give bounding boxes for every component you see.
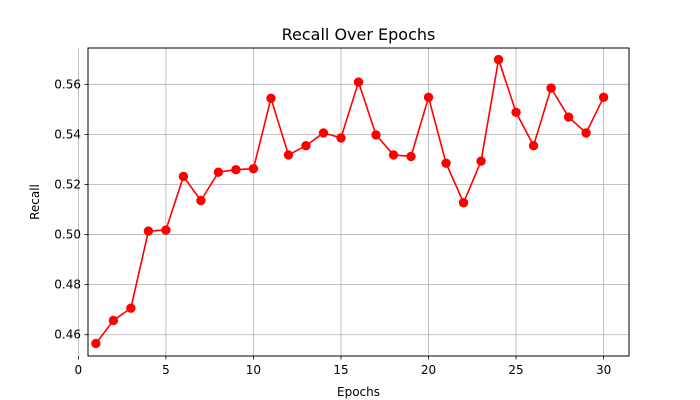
x-tick-label: 25 bbox=[508, 363, 523, 377]
recall-data-point bbox=[511, 107, 521, 118]
recall-data-point bbox=[371, 130, 381, 140]
grid-lines bbox=[77, 48, 629, 356]
y-tick-label: 0.56 bbox=[54, 77, 81, 91]
recall-data-point bbox=[213, 167, 224, 177]
recall-data-point bbox=[196, 195, 206, 206]
recall-data-point bbox=[423, 92, 434, 103]
x-tick-label: 20 bbox=[421, 363, 436, 377]
recall-data-point bbox=[563, 112, 574, 122]
recall-data-point bbox=[318, 128, 329, 138]
recall-data-point bbox=[266, 93, 276, 104]
y-tick-label: 0.46 bbox=[54, 328, 81, 342]
recall-data-point bbox=[231, 164, 241, 175]
y-tick-label: 0.52 bbox=[54, 177, 81, 191]
recall-data-point bbox=[528, 140, 539, 151]
recall-data-point bbox=[143, 226, 154, 236]
x-tick-label: 30 bbox=[596, 363, 611, 377]
recall-data-point bbox=[283, 150, 294, 160]
recall-data-point bbox=[406, 151, 416, 162]
recall-data-point bbox=[91, 338, 101, 349]
recall-data-point bbox=[336, 133, 346, 143]
x-tick-label: 10 bbox=[246, 363, 261, 377]
data-series bbox=[91, 54, 609, 349]
recall-data-point bbox=[178, 171, 189, 182]
x-tick-label: 0 bbox=[75, 363, 83, 377]
recall-data-point bbox=[476, 156, 486, 166]
recall-data-point bbox=[353, 77, 364, 87]
recall-data-point bbox=[441, 158, 451, 168]
recall-data-point bbox=[108, 315, 119, 326]
recall-data-point bbox=[161, 225, 171, 235]
recall-data-point bbox=[248, 163, 259, 174]
recall-data-point bbox=[388, 150, 399, 160]
y-tick-label: 0.54 bbox=[54, 127, 81, 141]
y-axis-label: Recall bbox=[28, 184, 42, 220]
y-tick-label: 0.50 bbox=[54, 228, 81, 242]
recall-data-point bbox=[546, 83, 556, 93]
recall-series-line bbox=[95, 58, 605, 344]
x-tick-label: 5 bbox=[162, 363, 170, 377]
recall-data-point bbox=[493, 54, 504, 65]
recall-data-point bbox=[581, 128, 591, 138]
axis-ticks: 0 5 10 15 20 25 30 0.46 0.48 0.50 0.52 0.54 0.56 bbox=[54, 77, 611, 377]
recall-data-point bbox=[301, 140, 311, 151]
y-tick-label: 0.48 bbox=[54, 278, 81, 292]
x-axis-label: Epochs bbox=[337, 385, 380, 399]
plot-area-frame bbox=[87, 47, 630, 357]
x-tick-label: 15 bbox=[333, 363, 348, 377]
recall-data-point bbox=[458, 198, 469, 208]
chart-title: Recall Over Epochs bbox=[282, 25, 436, 44]
recall-data-point bbox=[126, 303, 136, 313]
recall-data-point bbox=[598, 92, 609, 103]
